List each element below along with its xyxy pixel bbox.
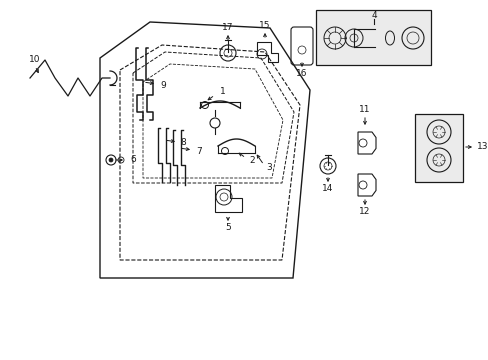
Text: 5: 5: [224, 224, 230, 233]
Text: 8: 8: [180, 139, 185, 148]
Text: 1: 1: [220, 87, 225, 96]
Text: 2: 2: [249, 157, 254, 166]
Text: 17: 17: [222, 22, 233, 31]
Text: 15: 15: [259, 21, 270, 30]
Text: 14: 14: [322, 184, 333, 193]
Text: 4: 4: [370, 12, 376, 21]
Text: 16: 16: [296, 69, 307, 78]
Text: 6: 6: [130, 156, 136, 165]
Text: 13: 13: [476, 143, 488, 152]
Text: 10: 10: [29, 55, 41, 64]
Bar: [414, 114, 462, 182]
Text: 11: 11: [359, 105, 370, 114]
Text: 12: 12: [359, 207, 370, 216]
Text: 7: 7: [196, 148, 202, 157]
Text: 9: 9: [160, 81, 165, 90]
Text: 3: 3: [265, 163, 271, 172]
Circle shape: [109, 158, 113, 162]
Bar: [315, 10, 430, 65]
